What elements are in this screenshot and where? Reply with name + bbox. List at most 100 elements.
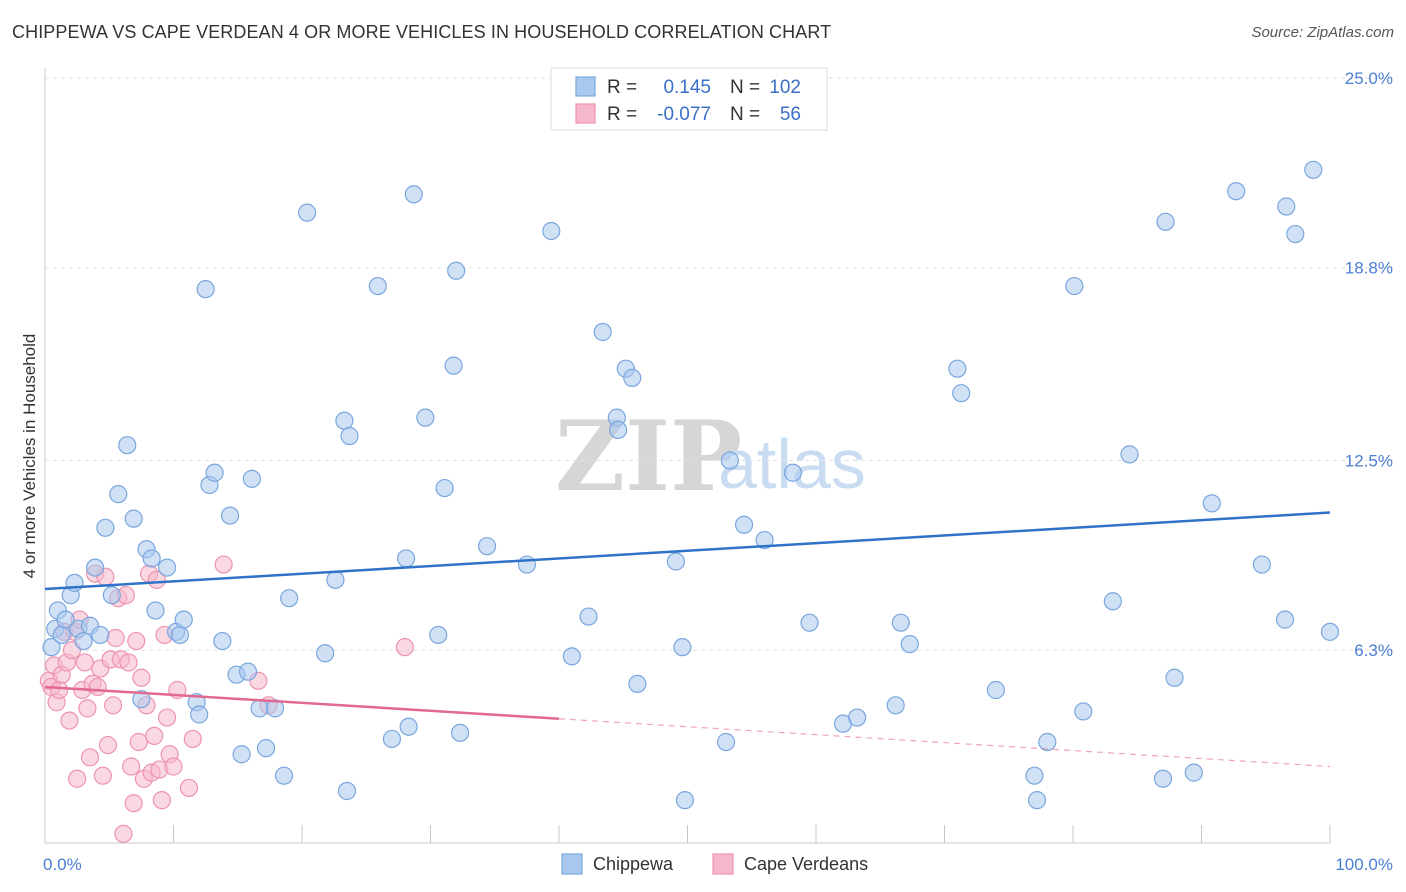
chippewa-point-37 [256,739,276,758]
cape-verdean-point-34 [127,631,146,651]
chippewa-point-44 [335,411,354,430]
chippewa-point-47 [368,276,387,296]
chippewa-point-58 [477,537,497,556]
chippewa-point-26 [190,705,209,724]
chippewa-point-81 [891,613,910,632]
y-tick-label-0: 6.3% [1354,641,1393,660]
chippewa-point-93 [1153,769,1173,788]
cape-verdean-trend-line-extension [558,718,1331,768]
y-tick-label-2: 18.8% [1345,259,1393,278]
chippewa-point-102 [1286,224,1305,244]
chippewa-point-13 [102,586,121,605]
legend-n-label-chippewa: N = [730,77,760,98]
chippewa-point-100 [1275,610,1295,629]
cape-verdean-point-21 [93,766,112,785]
cape-verdean-point-41 [145,726,164,746]
chippewa-point-41 [298,203,317,222]
cape-verdean-point-36 [132,668,151,687]
cape-verdean-point-35 [129,732,148,752]
chart-title: CHIPPEWA VS CAPE VERDEAN 4 OR MORE VEHIC… [12,22,832,42]
chippewa-point-89 [1065,276,1084,296]
chippewa-point-36 [250,699,269,718]
cape-verdean-point-31 [119,653,138,672]
trend-lines [44,511,1331,768]
chippewa-point-76 [783,463,802,482]
chippewa-point-72 [716,732,736,752]
chippewa-point-11 [91,625,110,645]
chippewa-point-61 [562,647,581,666]
y-tick-labels: 6.3% 12.5% 18.8% 25.0% [1345,69,1393,660]
chippewa-point-99 [1252,555,1271,574]
chippewa-point-43 [326,570,345,589]
chippewa-trend-line [44,511,1331,591]
chippewa-point-3 [52,625,71,645]
chippewa-point-45 [340,426,359,446]
chippewa-point-21 [157,558,177,577]
chippewa-point-70 [673,638,692,657]
watermark-zip: ZIP [555,400,742,513]
chippewa-point-38 [265,699,285,718]
chippewa-point-80 [886,696,905,715]
chippewa-point-82 [900,634,919,654]
chippewa-point-74 [734,515,754,534]
chippewa-point-30 [213,631,232,651]
chippewa-point-49 [396,549,416,568]
chippewa-point-104 [1320,622,1340,641]
chippewa-point-17 [132,690,151,709]
chippewa-point-57 [450,723,470,742]
chippewa-point-31 [220,506,240,525]
chippewa-point-55 [444,356,463,375]
chippewa-point-85 [986,680,1006,700]
source-credit: Source: ZipAtlas.com [1251,24,1394,41]
cape-verdean-point-26 [106,628,125,648]
x-tick-label-1: 100.0% [1335,855,1393,874]
cape-verdean-point-4 [50,680,69,700]
chippewa-point-97 [1202,494,1221,513]
chippewa-point-71 [675,791,695,810]
cape-verdean-point-52 [214,555,233,574]
chippewa-point-51 [404,185,423,204]
chippewa-point-59 [517,555,536,574]
cape-verdean-point-51 [183,729,202,749]
chippewa-point-29 [205,463,224,482]
legend-r-label-chippewa: R = [607,77,637,98]
chippewa-point-10 [86,558,105,577]
chippewa-point-96 [1184,763,1203,782]
chippewa-point-60 [542,221,561,241]
chippewa-point-0 [42,638,61,657]
chippewa-point-63 [593,322,612,342]
legend-n-label-cape-verdean: N = [730,104,760,125]
x-tick-label-0: 0.0% [43,855,82,874]
chippewa-point-46 [337,781,357,801]
cape-verdean-point-29 [114,824,133,843]
cape-verdean-point-16 [80,748,100,767]
chippewa-point-33 [232,745,251,764]
chippewa-point-24 [174,610,193,629]
legend-swatch-cape-verdean [575,103,596,124]
cape-verdean-point-46 [157,708,177,727]
chippewa-point-92 [1120,445,1139,464]
cape-verdean-point-11 [68,769,87,788]
chippewa-point-65 [609,420,628,439]
cape-verdean-point-19 [88,677,107,697]
chippewa-point-98 [1227,182,1246,201]
chippewa-point-53 [429,625,448,645]
cape-verdean-points [39,555,414,843]
chippewa-point-86 [1025,766,1044,785]
chippewa-point-68 [628,674,647,693]
chippewa-point-54 [435,478,454,498]
chippewa-point-94 [1156,212,1175,231]
cape-verdean-point-33 [124,794,143,813]
chippewa-point-48 [382,729,402,749]
chippewa-point-8 [74,631,93,651]
legend-n-value-chippewa: 102 [769,77,801,98]
y-tick-label-1: 12.5% [1345,452,1393,471]
chippewa-point-103 [1304,160,1323,179]
chippewa-point-67 [623,368,642,387]
chippewa-point-50 [399,717,418,736]
cape-verdean-point-42 [147,570,166,589]
cape-verdean-point-50 [179,778,199,798]
cape-verdean-point-14 [75,653,94,672]
chippewa-point-34 [238,662,258,681]
